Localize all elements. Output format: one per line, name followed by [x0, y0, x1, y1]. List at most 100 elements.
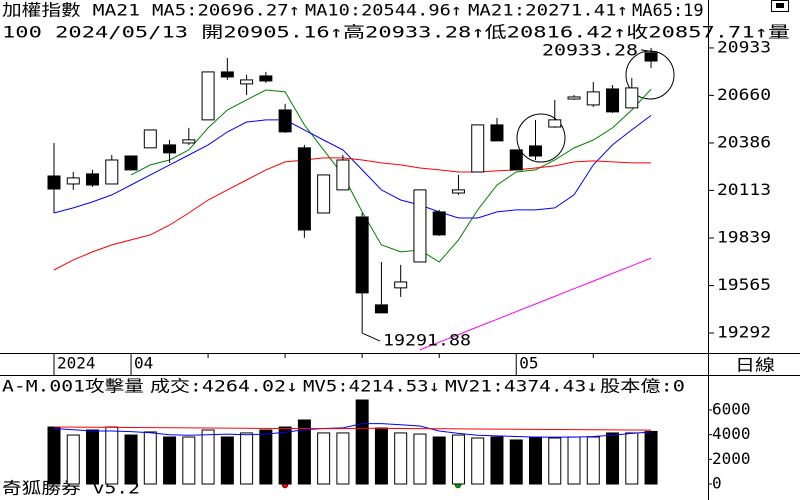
volume-label: 成交:4264.02↓: [150, 377, 298, 396]
volume-bar: [220, 436, 234, 485]
volume-bar: [86, 429, 100, 485]
candle-body: [297, 147, 311, 231]
volume-title: A-M.001攻擊量: [2, 377, 144, 396]
candle-body: [240, 79, 254, 85]
candle-body: [182, 139, 196, 144]
candle-body: [201, 71, 215, 121]
volume-bar: [490, 436, 504, 485]
volume-bar: [47, 426, 61, 485]
candle-body: [163, 144, 177, 154]
volume-bar: [471, 437, 485, 485]
volume-bar: [317, 432, 331, 485]
annotation-leader: [640, 49, 656, 53]
indicator-line: [419, 257, 652, 351]
volume-bar: [336, 432, 350, 485]
period-label: 日線: [735, 356, 775, 375]
candle-body: [124, 155, 138, 171]
volume-bar: [355, 399, 369, 485]
candle-body: [471, 124, 485, 173]
candle-body: [644, 52, 658, 62]
highlight-circle: [516, 113, 566, 163]
indicator-line: [53, 115, 652, 219]
volume-bar: [124, 434, 138, 485]
volume-bar: [163, 436, 177, 485]
y-tick-label: 19565: [717, 275, 771, 294]
x-tick-label: 04: [134, 354, 153, 373]
candle-body: [413, 189, 427, 263]
y-tick-label: 20660: [717, 85, 771, 104]
y-tick-label: 0: [712, 474, 722, 493]
legend-entry: MV5:4214.53↓: [303, 377, 440, 396]
quote-info: 100 2024/05/13 開20905.16↑高20933.28↑低2081…: [2, 23, 790, 42]
volume-bar: [644, 430, 658, 485]
y-tick-label: 4000: [712, 424, 751, 443]
candle-body: [451, 189, 465, 194]
share-capital: 股本億:0: [600, 377, 685, 396]
x-tick-label: 2024: [57, 354, 96, 373]
candle-body: [509, 149, 523, 171]
candle-body: [355, 216, 369, 294]
y-tick-label: 19839: [717, 227, 771, 246]
y-tick-label: 20386: [717, 132, 771, 151]
candle-body: [66, 177, 80, 185]
legend-entry: MA10:20544.96↑: [305, 1, 462, 20]
volume-bar: [240, 432, 254, 485]
chart-title: 加權指數 MA21: [2, 1, 140, 20]
indicator-line: [130, 88, 652, 263]
volume-bar: [105, 426, 119, 485]
volume-bar: [201, 429, 215, 485]
y-tick-label: 20933: [717, 37, 771, 56]
candle-body: [490, 124, 504, 142]
candle-body: [220, 71, 234, 78]
annotation-leader: [361, 332, 381, 342]
volume-bar: [374, 427, 388, 485]
legend-entry: MA5:20696.27↑: [152, 1, 300, 20]
y-tick-label: 6000: [712, 400, 751, 419]
candle-body: [394, 281, 408, 289]
volume-bar: [259, 429, 273, 485]
candle-body: [567, 96, 581, 100]
volume-bar: [432, 436, 446, 485]
volume-bar: [567, 436, 581, 485]
candle-body: [548, 119, 562, 128]
volume-bar: [606, 432, 620, 485]
x-tick-label: 05: [519, 354, 538, 373]
volume-bar: [66, 434, 80, 485]
candle-body: [586, 91, 600, 106]
candle-body: [105, 159, 119, 185]
volume-bar: [451, 434, 465, 485]
volume-bar: [278, 426, 292, 485]
indicator-line: [53, 426, 652, 431]
candle-body: [143, 129, 157, 149]
volume-bar: [509, 439, 523, 485]
volume-bar: [297, 419, 311, 485]
volume-bar: [143, 431, 157, 485]
window-button-icon: [776, 3, 784, 8]
candle-body: [374, 304, 388, 314]
volume-bar: [586, 436, 600, 485]
volume-bar: [413, 433, 427, 485]
candle-body: [606, 88, 620, 113]
volume-bar: [548, 437, 562, 485]
candle-body: [259, 75, 273, 82]
candle-body: [336, 159, 350, 191]
high-annotation: 20933.28: [542, 40, 638, 59]
candle-body: [432, 211, 446, 236]
indicator-line: [53, 423, 652, 438]
legend-entry: MV21:4374.43↓: [445, 377, 598, 396]
legend-entry: MA21:20271.41↑: [468, 1, 628, 20]
legend-entry: MA65:19: [632, 1, 704, 21]
y-tick-label: 19292: [717, 323, 771, 342]
header-group: MA5:20696.27↑ MA10:20544.96↑ MA21:20271.41…: [152, 1, 704, 22]
volume-bar: [182, 436, 196, 485]
volume-bar: [625, 432, 639, 485]
low-annotation: 19291.88: [383, 331, 471, 350]
volume-bar: [394, 432, 408, 485]
y-tick-label: 20113: [717, 180, 771, 199]
candle-body: [278, 109, 292, 133]
candle-body: [317, 174, 331, 214]
candle-body: [86, 173, 100, 186]
candle-body: [529, 145, 542, 157]
